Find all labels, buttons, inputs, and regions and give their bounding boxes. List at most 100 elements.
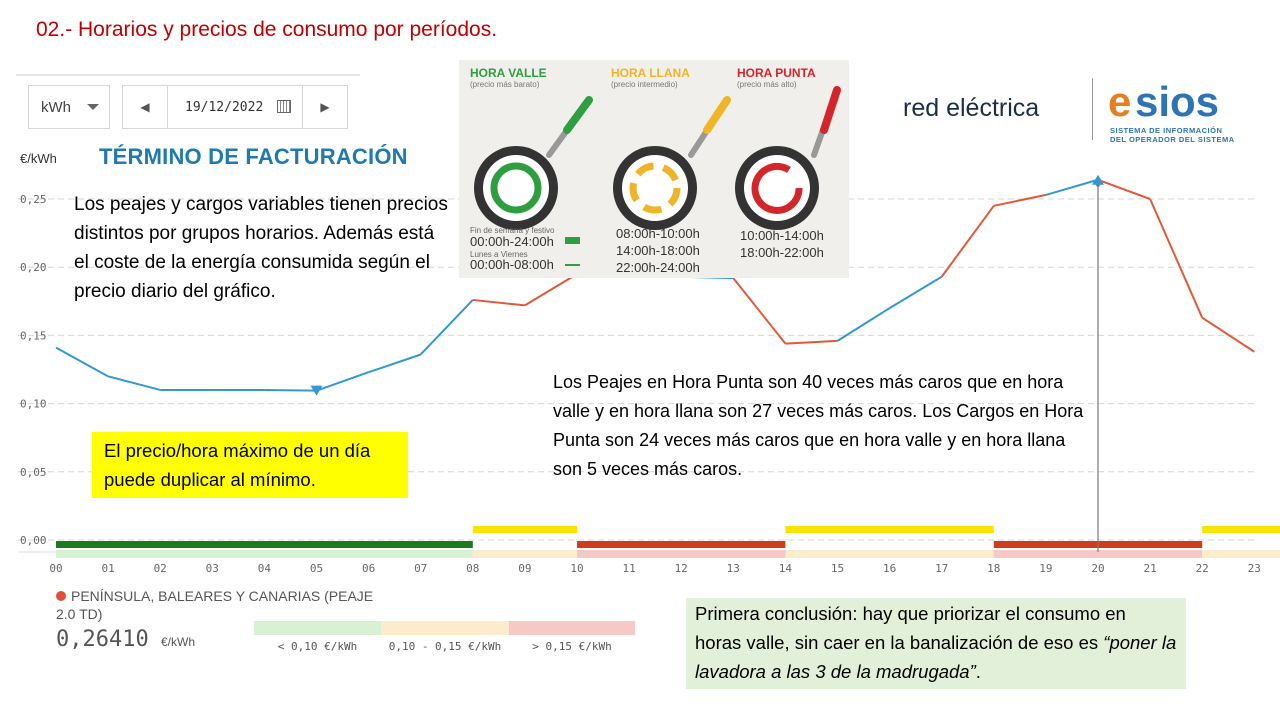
llana-time-3: 22:00h-24:00h <box>616 260 700 275</box>
line-segment <box>889 275 943 309</box>
divider <box>16 74 360 76</box>
clock-punta-icon <box>735 86 841 230</box>
valle-title: HORA VALLE <box>470 66 547 80</box>
min-point-marker <box>310 385 323 396</box>
x-tick-label: 20 <box>1091 562 1104 575</box>
weekend-label: Fin de semana y festivo <box>470 226 555 235</box>
line-segment <box>524 273 578 307</box>
line-segment <box>732 277 787 345</box>
x-tick-label: 13 <box>727 562 740 575</box>
x-tick-label: 07 <box>414 562 427 575</box>
max-point-marker <box>1092 174 1104 185</box>
clock-valle-icon <box>474 96 593 230</box>
conclusion-quote: “poner la lavadora a las 3 de la madruga… <box>695 632 1177 682</box>
esios-logo-e: e <box>1108 78 1132 125</box>
line-segment <box>472 298 526 307</box>
x-tick-label: 00 <box>49 562 62 575</box>
conclusion-end: . <box>975 661 981 682</box>
period-underlay-llana <box>785 550 994 558</box>
period-underlay-valle <box>56 550 473 558</box>
scale-label-mid: 0,10 - 0,15 €/kWh <box>388 640 502 653</box>
scale-label-high: > 0,15 €/kWh <box>532 640 612 653</box>
date-picker[interactable]: ◀ 19/12/2022 ▶ <box>122 85 348 129</box>
x-tick-label: 18 <box>987 562 1000 575</box>
note-max-min: El precio/hora máximo de un día puede du… <box>92 432 408 498</box>
period-bar-llana <box>1202 526 1280 533</box>
period-bar-punta <box>577 541 786 548</box>
x-tick-label: 16 <box>883 562 896 575</box>
line-segment <box>785 339 838 345</box>
series-label: PENÍNSULA, BALEARES Y CANARIAS (PEAJE <box>71 588 374 604</box>
note-conclusion: Primera conclusión: hay que priorizar el… <box>686 598 1186 689</box>
x-tick-label: 12 <box>675 562 688 575</box>
period-underlay-llana <box>1202 550 1280 558</box>
llana-time-2: 14:00h-18:00h <box>616 243 700 258</box>
x-tick-label: 05 <box>310 562 323 575</box>
next-day-button[interactable]: ▶ <box>302 86 347 128</box>
conclusion-text: Primera conclusión: hay que priorizar el… <box>695 603 1126 653</box>
scale-bar-high <box>509 621 635 635</box>
x-tick-label: 11 <box>622 562 635 575</box>
line-segment <box>368 353 422 374</box>
x-tick-label: 02 <box>154 562 167 575</box>
period-underlay-punta <box>577 550 786 558</box>
line-segment <box>1045 178 1099 196</box>
chevron-down-icon <box>87 104 99 110</box>
chart-title: TÉRMINO DE FACTURACIÓN <box>99 144 408 169</box>
line-segment <box>1149 198 1204 319</box>
period-underlay-llana <box>472 550 577 558</box>
x-tick-label: 10 <box>570 562 583 575</box>
line-segment <box>1097 178 1151 200</box>
punta-time-1: 10:00h-14:00h <box>740 228 824 243</box>
y-tick-label: 0,00 <box>20 534 47 547</box>
x-tick-label: 04 <box>258 562 272 575</box>
x-tick-label: 23 <box>1248 562 1261 575</box>
y-tick-label: 0,25 <box>20 193 47 206</box>
y-tick-label: 0,20 <box>20 261 47 274</box>
series-dot <box>56 591 66 601</box>
note-peajes-cargos: Los peajes y cargos variables tienen pre… <box>74 194 448 302</box>
line-segment <box>993 193 1047 207</box>
x-tick-label: 14 <box>779 562 793 575</box>
period-legend: HORA VALLE (precio más barato) HORA LLAN… <box>459 60 849 278</box>
line-segment <box>55 346 109 378</box>
period-bar-llana <box>785 526 994 533</box>
weekday-time: 00:00h-08:00h <box>470 257 554 272</box>
logo-divider <box>1092 78 1093 140</box>
prev-day-button[interactable]: ◀ <box>123 86 168 128</box>
scale-bar-low <box>254 621 381 635</box>
llana-title: HORA LLANA <box>611 66 690 80</box>
unit-select[interactable]: kWh <box>28 85 110 129</box>
scale-bar-mid <box>381 621 509 635</box>
line-segment <box>1201 316 1255 353</box>
x-tick-label: 22 <box>1196 562 1209 575</box>
x-tick-label: 03 <box>206 562 219 575</box>
unit-select-value: kWh <box>41 98 71 116</box>
punta-subtitle: (precio más alto) <box>737 80 797 89</box>
punta-time-2: 18:00h-22:00h <box>740 245 824 260</box>
red-electrica-logo: red eléctrica <box>903 94 1040 122</box>
y-tick-label: 0,05 <box>20 466 47 479</box>
period-bar-valle <box>56 541 473 548</box>
slide-title: 02.- Horarios y precios de consumo por p… <box>36 18 498 41</box>
line-segment <box>107 375 161 391</box>
scale-label-low: < 0,10 €/kWh <box>277 640 358 653</box>
esios-logo-sios: sios <box>1135 78 1220 125</box>
llana-subtitle: (precio intermedio) <box>611 80 678 89</box>
esios-subtitle-1: SISTEMA DE INFORMACIÓN <box>1110 126 1223 135</box>
llana-time-1: 08:00h-10:00h <box>616 226 700 241</box>
x-tick-label: 15 <box>831 562 844 575</box>
valle-subtitle: (precio más barato) <box>470 80 540 89</box>
period-bar-llana <box>472 526 577 533</box>
x-tick-label: 06 <box>362 562 375 575</box>
y-tick-label: 0,10 <box>20 398 47 411</box>
calendar-icon[interactable] <box>277 100 291 113</box>
weekend-time: 00:00h-24:00h <box>470 234 554 249</box>
line-segment <box>940 205 995 278</box>
date-input[interactable]: 19/12/2022 <box>185 100 264 115</box>
current-price-unit: €/kWh <box>161 635 196 649</box>
x-tick-label: 21 <box>1143 562 1156 575</box>
esios-subtitle-2: DEL OPERADOR DEL SISTEMA <box>1110 135 1235 144</box>
line-segment <box>836 307 891 342</box>
series-label-2: 2.0 TD) <box>56 606 103 622</box>
